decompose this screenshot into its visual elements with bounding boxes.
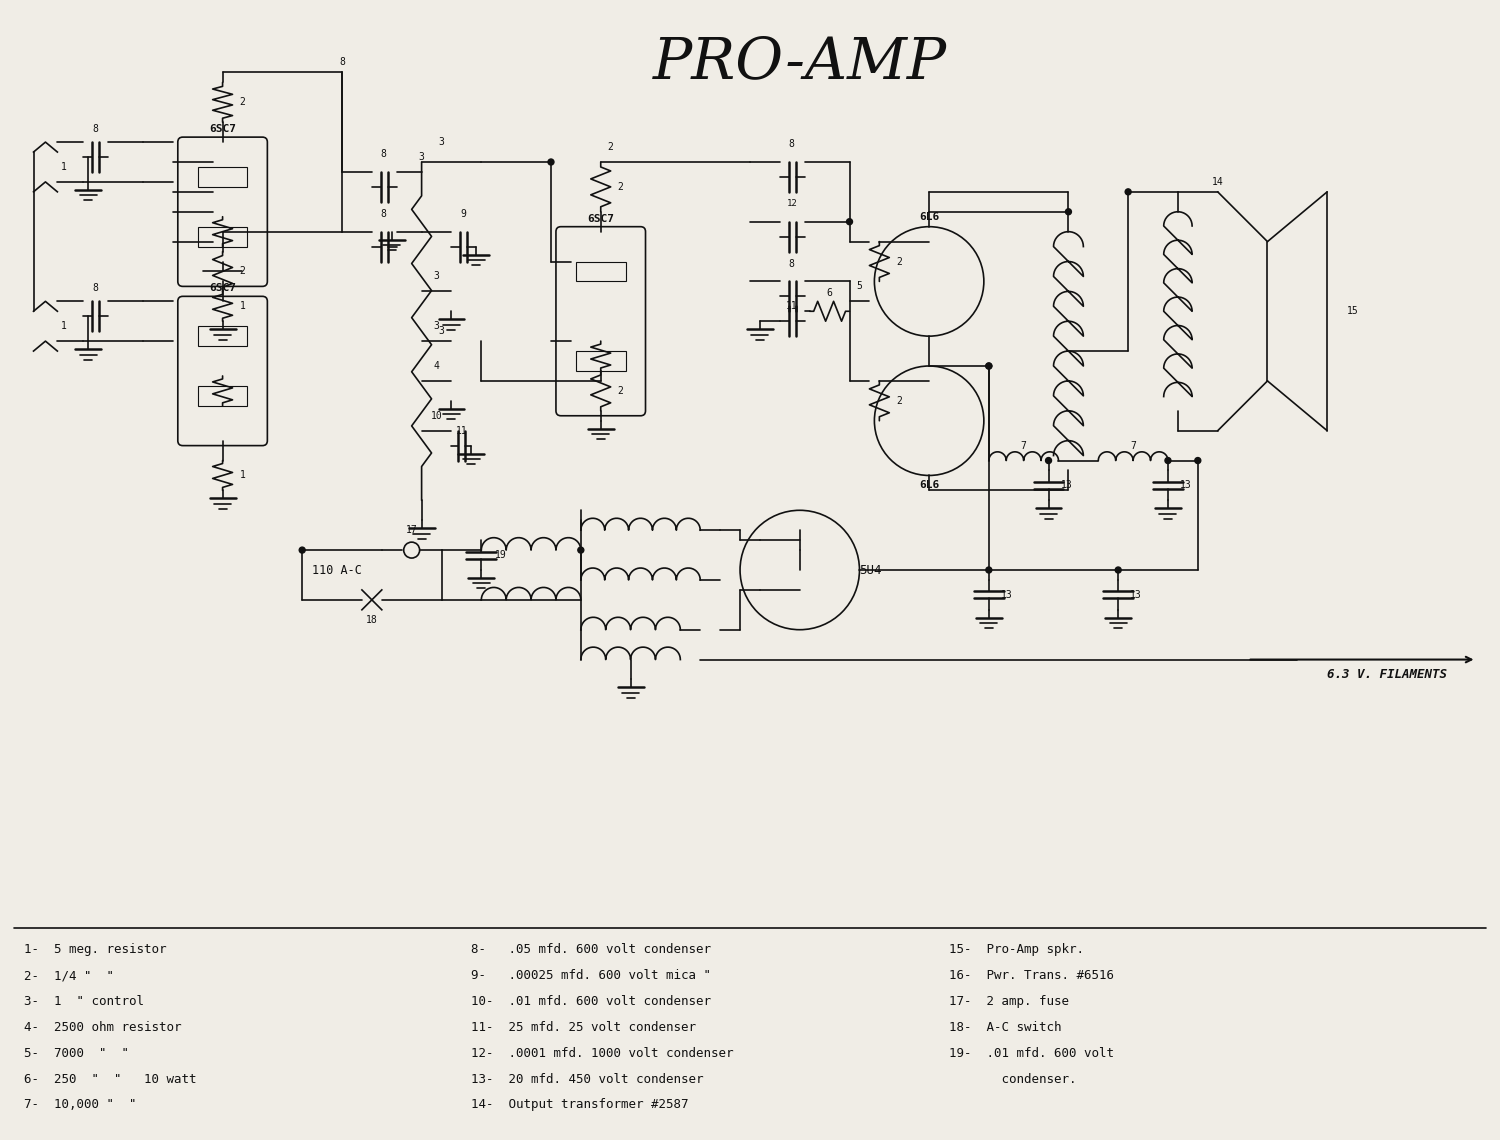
- Text: 2: 2: [240, 97, 246, 107]
- Text: 16-  Pwr. Trans. #6516: 16- Pwr. Trans. #6516: [950, 969, 1114, 982]
- Text: 3: 3: [438, 137, 444, 147]
- Circle shape: [1166, 457, 1172, 464]
- Bar: [198, 326, 248, 347]
- Text: 12: 12: [786, 200, 796, 209]
- Text: 14: 14: [1212, 177, 1224, 187]
- Text: 3: 3: [438, 326, 444, 336]
- Text: 6L6: 6L6: [920, 212, 939, 221]
- Text: 6SC7: 6SC7: [586, 213, 613, 223]
- Text: 1-  5 meg. resistor: 1- 5 meg. resistor: [24, 943, 166, 956]
- Text: 3: 3: [419, 152, 424, 162]
- Text: 1: 1: [60, 321, 66, 332]
- Text: 13: 13: [1060, 480, 1072, 490]
- Text: 8: 8: [789, 139, 795, 149]
- Text: 3: 3: [433, 321, 439, 332]
- Circle shape: [1125, 189, 1131, 195]
- Text: 13: 13: [1130, 589, 1142, 600]
- Bar: [198, 386, 248, 406]
- Text: 2: 2: [618, 385, 624, 396]
- Text: 13-  20 mfd. 450 volt condenser: 13- 20 mfd. 450 volt condenser: [471, 1073, 704, 1085]
- Text: 5-  7000  "  ": 5- 7000 " ": [24, 1047, 129, 1060]
- Text: 110 A-C: 110 A-C: [312, 563, 362, 577]
- Text: 15-  Pro-Amp spkr.: 15- Pro-Amp spkr.: [950, 943, 1084, 956]
- Circle shape: [548, 158, 554, 165]
- Text: 17: 17: [406, 526, 417, 535]
- Text: 7-  10,000 "  ": 7- 10,000 " ": [24, 1099, 136, 1112]
- Text: 6-  250  "  "   10 watt: 6- 250 " " 10 watt: [24, 1073, 196, 1085]
- Text: 3: 3: [433, 271, 439, 282]
- Text: 13: 13: [1180, 480, 1191, 490]
- Text: condenser.: condenser.: [950, 1073, 1077, 1085]
- Text: 11-  25 mfd. 25 volt condenser: 11- 25 mfd. 25 volt condenser: [471, 1020, 696, 1034]
- Bar: [576, 351, 626, 370]
- Circle shape: [1065, 209, 1071, 214]
- Circle shape: [1114, 567, 1120, 573]
- Text: 1: 1: [240, 471, 246, 480]
- Text: 2-  1/4 "  ": 2- 1/4 " ": [24, 969, 114, 982]
- Text: 2: 2: [897, 396, 902, 406]
- Text: 14-  Output transformer #2587: 14- Output transformer #2587: [471, 1099, 688, 1112]
- Text: 19: 19: [495, 551, 507, 560]
- Text: 8-   .05 mfd. 600 volt condenser: 8- .05 mfd. 600 volt condenser: [471, 943, 711, 956]
- Text: 7: 7: [1130, 440, 1136, 450]
- Circle shape: [986, 567, 992, 573]
- Text: 6.3 V. FILAMENTS: 6.3 V. FILAMENTS: [1328, 668, 1448, 681]
- Text: 5U4: 5U4: [859, 563, 882, 577]
- Text: PRO-AMP: PRO-AMP: [652, 34, 946, 91]
- Text: 12-  .0001 mfd. 1000 volt condenser: 12- .0001 mfd. 1000 volt condenser: [471, 1047, 734, 1060]
- Circle shape: [1196, 457, 1202, 464]
- Bar: [198, 166, 248, 187]
- Text: 9-   .00025 mfd. 600 volt mica ": 9- .00025 mfd. 600 volt mica ": [471, 969, 711, 982]
- Text: 1: 1: [240, 301, 246, 311]
- Text: 9: 9: [460, 209, 466, 219]
- Text: 2: 2: [240, 267, 246, 277]
- Text: 6L6: 6L6: [920, 480, 939, 490]
- Text: 1: 1: [60, 162, 66, 172]
- Bar: [576, 261, 626, 282]
- Text: 11: 11: [456, 425, 468, 435]
- Text: 10-  .01 mfd. 600 volt condenser: 10- .01 mfd. 600 volt condenser: [471, 995, 711, 1008]
- Text: 15: 15: [1347, 307, 1359, 316]
- Text: 18-  A-C switch: 18- A-C switch: [950, 1020, 1062, 1034]
- Text: 4: 4: [433, 361, 439, 370]
- Circle shape: [298, 547, 304, 553]
- Text: 2: 2: [897, 256, 902, 267]
- Text: 2: 2: [608, 142, 613, 152]
- Text: 19-  .01 mfd. 600 volt: 19- .01 mfd. 600 volt: [950, 1047, 1114, 1060]
- Circle shape: [986, 363, 992, 369]
- Text: 17-  2 amp. fuse: 17- 2 amp. fuse: [950, 995, 1070, 1008]
- Text: 8: 8: [339, 57, 345, 67]
- Text: 7: 7: [1020, 440, 1026, 450]
- Text: 5: 5: [856, 282, 862, 292]
- Text: 6SC7: 6SC7: [209, 124, 236, 135]
- Text: 8: 8: [381, 149, 387, 160]
- Text: 4-  2500 ohm resistor: 4- 2500 ohm resistor: [24, 1020, 182, 1034]
- Text: 2: 2: [618, 182, 624, 192]
- Text: 8: 8: [789, 259, 795, 269]
- Text: 6SC7: 6SC7: [209, 284, 236, 293]
- Circle shape: [846, 219, 852, 225]
- Text: 6: 6: [827, 288, 833, 299]
- Text: 18: 18: [366, 614, 378, 625]
- Bar: [198, 227, 248, 246]
- Text: 8: 8: [93, 124, 98, 135]
- Text: 11: 11: [786, 301, 798, 311]
- Circle shape: [1046, 457, 1052, 464]
- Text: 8: 8: [381, 209, 387, 219]
- Text: 3-  1  " control: 3- 1 " control: [24, 995, 144, 1008]
- Circle shape: [986, 363, 992, 369]
- Text: 8: 8: [93, 284, 98, 293]
- Text: 13: 13: [1000, 589, 1012, 600]
- Text: 10: 10: [430, 410, 442, 421]
- Circle shape: [578, 547, 584, 553]
